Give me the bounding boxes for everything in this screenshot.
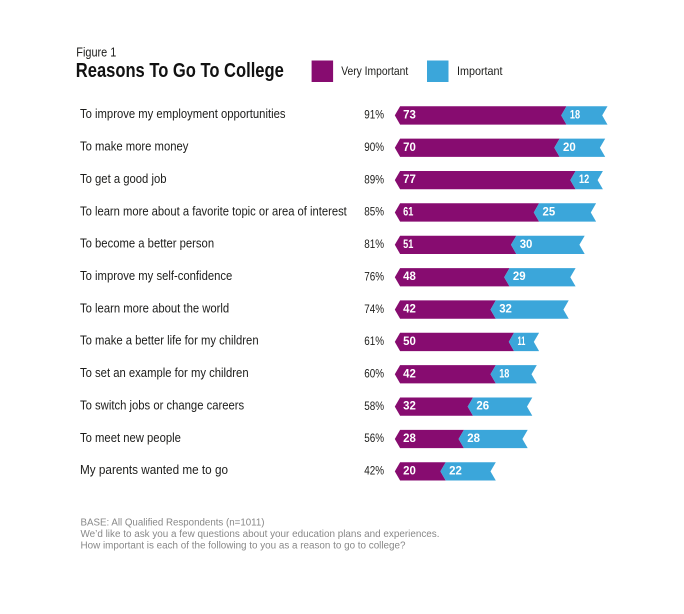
svg-text:58%: 58%	[364, 399, 384, 413]
svg-text:Reasons To Go To College: Reasons To Go To College	[76, 60, 284, 82]
svg-text:To become a better person: To become a better person	[80, 237, 214, 251]
svg-text:To meet new people: To meet new people	[80, 431, 181, 445]
svg-text:Figure 1: Figure 1	[76, 46, 116, 60]
svg-text:12: 12	[579, 172, 589, 186]
svg-text:22: 22	[449, 463, 462, 477]
svg-text:32: 32	[499, 302, 512, 316]
svg-text:30: 30	[520, 237, 533, 251]
svg-text:To improve my self-confidence: To improve my self-confidence	[80, 269, 232, 283]
svg-text:20: 20	[563, 140, 576, 154]
svg-text:To switch jobs or change caree: To switch jobs or change careers	[80, 398, 244, 412]
svg-text:42: 42	[403, 302, 416, 316]
svg-text:25: 25	[543, 205, 556, 219]
svg-text:29: 29	[513, 269, 526, 283]
svg-text:To get a good job: To get a good job	[80, 172, 167, 186]
svg-text:70: 70	[403, 140, 416, 154]
svg-text:Very Important: Very Important	[341, 64, 409, 78]
svg-text:77: 77	[403, 172, 416, 186]
svg-text:81%: 81%	[364, 237, 384, 251]
svg-text:26: 26	[476, 399, 489, 413]
svg-text:To make a better life for my c: To make a better life for my children	[80, 334, 259, 348]
svg-text:76%: 76%	[364, 269, 384, 283]
svg-text:28: 28	[403, 431, 416, 445]
svg-text:73: 73	[403, 107, 416, 121]
svg-text:48: 48	[403, 269, 416, 283]
svg-text:74%: 74%	[364, 302, 384, 316]
svg-text:We’d like to ask you a few que: We’d like to ask you a few questions abo…	[81, 529, 440, 540]
svg-text:89%: 89%	[364, 172, 384, 186]
svg-text:42%: 42%	[364, 464, 384, 478]
svg-text:To set an example for my child: To set an example for my children	[80, 366, 249, 380]
svg-text:28: 28	[467, 431, 480, 445]
svg-text:How important is each of the f: How important is each of the following t…	[81, 541, 407, 552]
svg-text:90%: 90%	[364, 140, 384, 154]
svg-text:18: 18	[570, 107, 580, 121]
svg-text:11: 11	[518, 334, 526, 348]
svg-text:61%: 61%	[364, 334, 384, 348]
svg-text:61: 61	[403, 205, 413, 219]
svg-text:60%: 60%	[364, 367, 384, 381]
svg-text:To make more money: To make more money	[80, 140, 189, 154]
svg-text:20: 20	[403, 463, 416, 477]
svg-text:85%: 85%	[364, 205, 384, 219]
svg-text:32: 32	[403, 399, 416, 413]
svg-text:42: 42	[403, 366, 416, 380]
svg-text:18: 18	[499, 366, 509, 380]
svg-text:BASE: All Qualified Respondent: BASE: All Qualified Respondents (n=1011)	[81, 518, 265, 529]
svg-text:To improve my employment oppor: To improve my employment opportunities	[80, 107, 286, 121]
svg-text:51: 51	[403, 237, 413, 251]
svg-text:50: 50	[403, 334, 416, 348]
svg-text:Important: Important	[457, 64, 503, 78]
svg-text:56%: 56%	[364, 431, 384, 445]
svg-text:To learn more about a favorite: To learn more about a favorite topic or …	[80, 204, 347, 218]
svg-text:To learn more about the world: To learn more about the world	[80, 301, 229, 315]
svg-text:My parents wanted me to go: My parents wanted me to go	[80, 463, 228, 477]
svg-text:91%: 91%	[364, 108, 384, 122]
